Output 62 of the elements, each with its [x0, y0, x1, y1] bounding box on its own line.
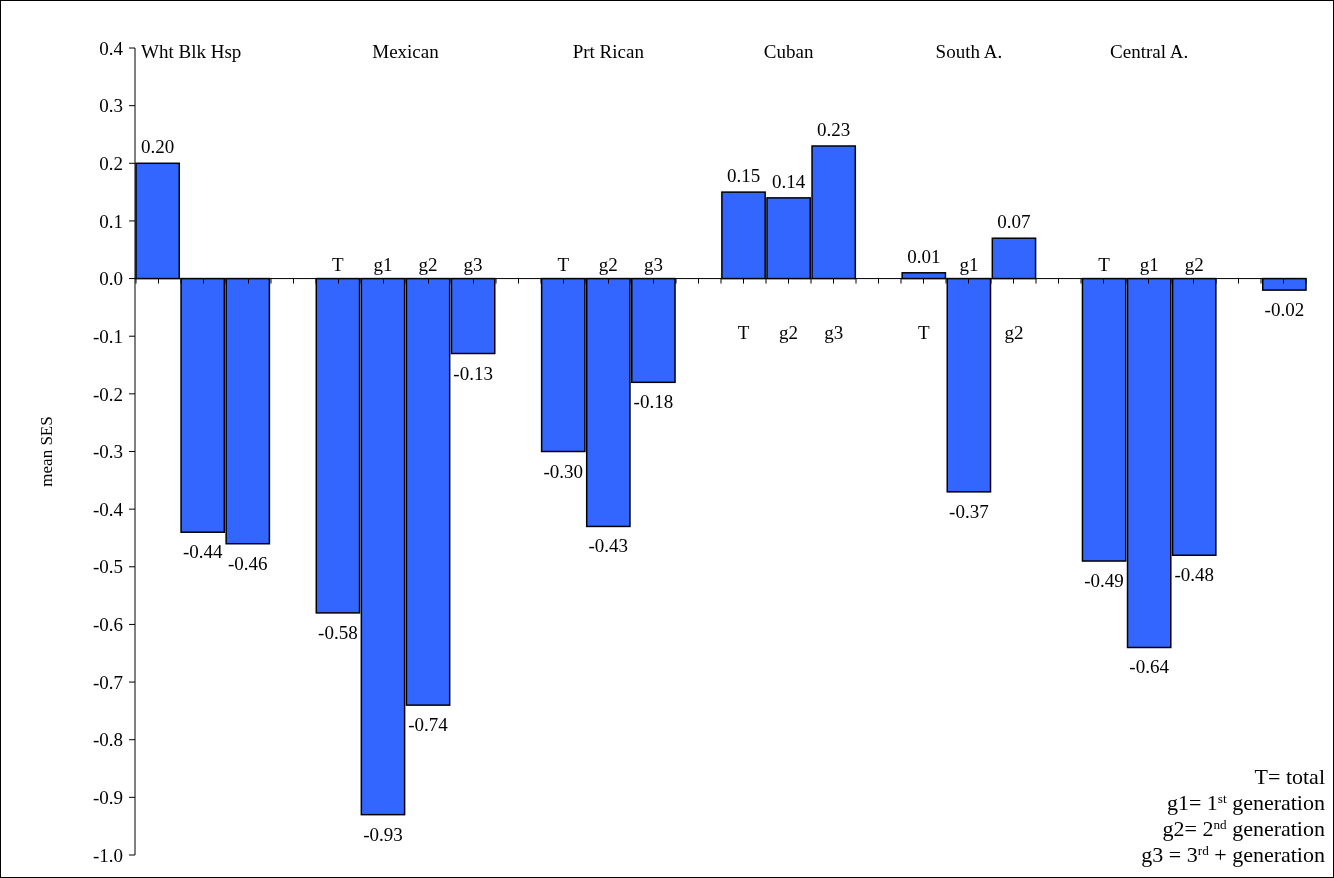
data-label: 0.23 [817, 118, 851, 140]
annotation: Central A. [1110, 41, 1189, 62]
annotation: South A. [935, 41, 1003, 62]
data-label: -0.43 [588, 535, 629, 557]
x-tick-label: g1 [1139, 253, 1159, 275]
y-tick-label: -0.4 [92, 498, 124, 520]
data-label: -0.58 [318, 621, 358, 643]
data-label: -0.93 [363, 823, 403, 845]
y-tick-label: -0.5 [92, 556, 123, 578]
x-tick-label: T [1098, 253, 1111, 275]
data-label: 0.07 [997, 211, 1031, 233]
x-tick-label: T [557, 253, 570, 275]
y-tick-label: -0.1 [92, 325, 123, 347]
x-tick-label: g2 [598, 253, 618, 275]
annotation: Mexican [372, 41, 440, 62]
x-tick-label: T [918, 321, 931, 343]
x-tick-label: g3 [463, 253, 483, 275]
y-tick-label: 0.4 [99, 37, 124, 59]
y-tick-label: 0.0 [99, 268, 123, 290]
annotation: Cuban [763, 41, 814, 62]
annotation: Prt Rican [572, 41, 645, 62]
x-tick-label: g2 [779, 321, 799, 343]
data-label: -0.02 [1264, 299, 1305, 321]
annotation: g3 = 3$^{rd}$ + generation [1141, 842, 1325, 867]
x-tick-label: g3 [643, 253, 663, 275]
data-label: 0.01 [907, 245, 941, 267]
data-label: -0.46 [227, 552, 268, 574]
y-tick-label: -0.9 [92, 787, 123, 809]
data-label: -0.74 [408, 714, 449, 736]
x-tick-label: T [737, 321, 750, 343]
y-tick-label: -0.3 [92, 441, 123, 463]
y-tick-label: -0.6 [92, 614, 123, 636]
y-tick-label: -0.2 [92, 383, 123, 405]
y-axis-title: mean SES [37, 416, 56, 487]
data-label: -0.13 [453, 362, 493, 384]
data-label: 0.15 [726, 165, 761, 187]
data-label: -0.30 [543, 460, 584, 482]
annotation: Wht Blk Hsp [141, 41, 242, 62]
y-tick-label: -1.0 [92, 844, 123, 866]
data-label: -0.37 [949, 500, 989, 522]
data-label: -0.64 [1129, 656, 1170, 678]
x-tick-label: g3 [824, 321, 844, 343]
data-label: -0.49 [1084, 570, 1124, 592]
annotation: g1= 1$^{st}$ generation [1166, 790, 1325, 815]
x-tick-label: g2 [1184, 253, 1204, 275]
x-tick-label: g2 [1004, 321, 1024, 343]
x-tick-label: g2 [418, 253, 438, 275]
y-tick-label: 0.2 [99, 152, 123, 174]
y-tick-label: 0.1 [99, 210, 123, 232]
data-label: 0.14 [771, 170, 806, 192]
annotation: T= total [1254, 764, 1325, 789]
y-tick-label: -0.8 [92, 729, 123, 751]
data-label: -0.18 [633, 391, 674, 413]
y-tick-label: -0.7 [92, 671, 123, 693]
x-tick-label: g1 [373, 253, 393, 275]
data-label: -0.44 [182, 541, 223, 563]
data-label: 0.20 [141, 136, 175, 158]
data-label: -0.48 [1174, 564, 1215, 586]
x-tick-label: g1 [959, 253, 979, 275]
annotation: g2= 2$^{nd}$ generation [1162, 816, 1325, 841]
x-tick-label: T [332, 253, 345, 275]
y-tick-label: 0.3 [99, 95, 123, 117]
